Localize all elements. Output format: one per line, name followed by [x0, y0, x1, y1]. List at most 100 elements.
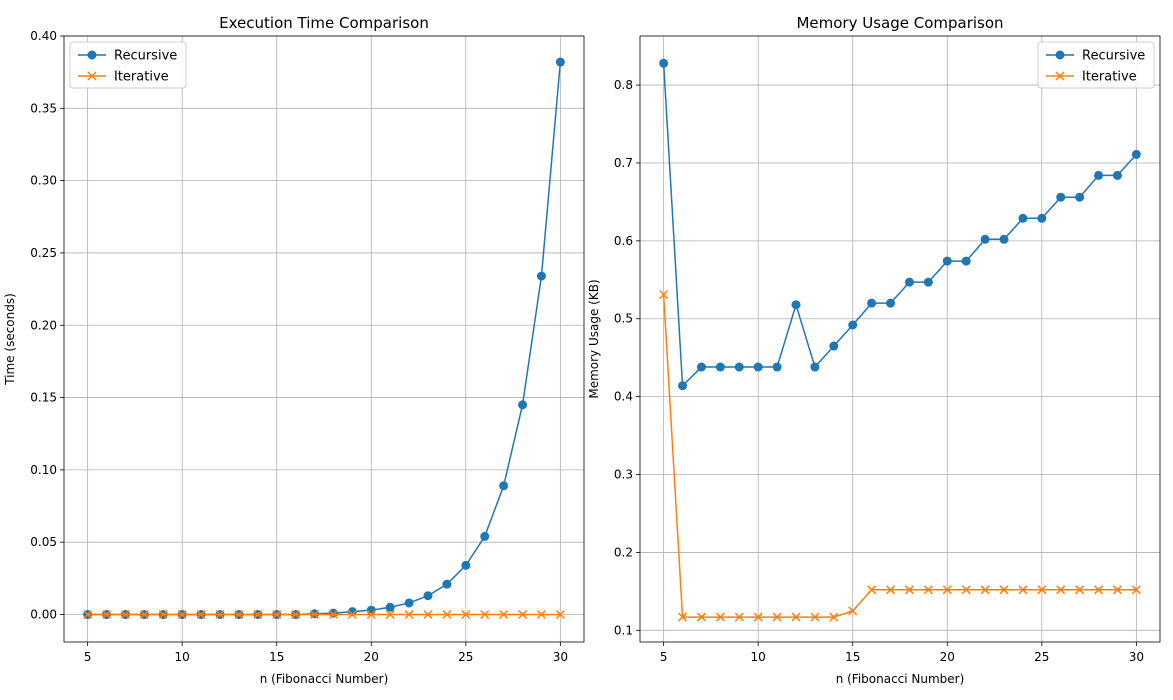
data-point-stroke-b [999, 585, 1009, 595]
data-point [480, 609, 490, 620]
data-point [404, 609, 414, 620]
data-point-stroke-b [328, 609, 338, 620]
data-point-stroke-b [366, 609, 376, 620]
x-axis-label: n (Fibonacci Number) [836, 672, 965, 686]
data-point [829, 341, 839, 351]
data-point-stroke-b [234, 609, 244, 620]
data-point [404, 598, 414, 608]
y-axis-label: Time (seconds) [3, 293, 17, 386]
data-point [753, 612, 763, 622]
data-point-stroke-b [120, 609, 130, 620]
data-point [442, 609, 452, 620]
y-tick-label: 0.25 [30, 246, 57, 260]
data-point [961, 585, 971, 595]
data-point [753, 362, 763, 372]
data-point [961, 256, 971, 266]
axes-frame [63, 35, 585, 643]
data-point [1112, 585, 1122, 595]
data-point-stroke-b [272, 609, 282, 620]
legend-entry: Iterative [78, 70, 169, 85]
data-point [942, 256, 952, 266]
data-point [1094, 585, 1104, 595]
data-point-stroke-b [404, 609, 414, 620]
data-point-stroke-b [772, 612, 782, 622]
data-point-stroke-b [1018, 585, 1028, 595]
x-tick-label: 25 [458, 650, 473, 664]
y-tick-label: 0.2 [614, 545, 633, 559]
y-tick-label: 0.5 [614, 312, 633, 326]
data-point [696, 612, 706, 622]
data-point-stroke-b [1112, 585, 1122, 595]
grid [640, 36, 1160, 642]
data-point-stroke-b [1056, 585, 1066, 595]
legend-marker-stroke-b [87, 71, 97, 81]
data-point [848, 320, 858, 330]
data-point-stroke-b [942, 585, 952, 595]
data-point [734, 362, 744, 372]
data-point [120, 609, 130, 620]
data-point-stroke-b [385, 609, 395, 620]
legend: Recursive Iterative [69, 41, 187, 89]
y-tick-label: 0.4 [614, 390, 633, 404]
data-point-stroke-b [678, 612, 688, 622]
x-tick-label: 20 [940, 650, 955, 664]
data-point [980, 585, 990, 595]
data-point [1131, 585, 1141, 595]
data-point-stroke-b [886, 585, 896, 595]
data-point [1037, 585, 1047, 595]
legend-marker [87, 71, 97, 81]
data-point [442, 579, 452, 589]
data-point [999, 234, 1009, 244]
data-point [791, 300, 801, 310]
series-recursive [659, 58, 1141, 391]
legend: Recursive Iterative [1037, 41, 1155, 89]
data-point [1056, 192, 1066, 202]
data-point [328, 609, 338, 620]
data-point-stroke-b [291, 609, 301, 620]
data-point [923, 277, 933, 287]
data-point [678, 381, 688, 391]
legend-marker [1055, 71, 1065, 81]
x-tick-label: 5 [84, 650, 92, 664]
data-point-stroke-b [518, 609, 528, 620]
y-tick-label: 0.6 [614, 234, 633, 248]
data-point-stroke-b [1094, 585, 1104, 595]
data-point-stroke-b [980, 585, 990, 595]
chart-1: 5 10 15 20 25 30 0.00 0.05 0.10 0.15 0.20 0.25 0.30 0… [3, 14, 585, 686]
series-line [662, 294, 1137, 618]
y-axis-label: Memory Usage (KB) [587, 279, 601, 398]
data-point-stroke-b [253, 609, 263, 620]
data-point [196, 609, 206, 620]
data-point-stroke-b [1131, 585, 1141, 595]
data-point [829, 612, 839, 622]
data-point [158, 609, 168, 620]
data-point [772, 362, 782, 372]
data-point [1075, 585, 1085, 595]
legend-marker [87, 50, 97, 60]
data-point [904, 585, 914, 595]
data-point [942, 585, 952, 595]
legend-entry: Iterative [1046, 70, 1137, 85]
data-point [1075, 192, 1085, 202]
legend-label: Recursive [114, 49, 177, 64]
data-point-stroke-b [734, 612, 744, 622]
data-point [810, 612, 820, 622]
x-tick-label: 15 [269, 650, 284, 664]
data-point [518, 400, 528, 410]
data-point-stroke-b [158, 609, 168, 620]
data-point [461, 609, 471, 620]
data-point [810, 362, 820, 372]
y-tick-label: 0.8 [614, 78, 633, 92]
data-point-stroke-b [480, 609, 490, 620]
data-point [1094, 170, 1104, 180]
chart-title: Execution Time Comparison [219, 14, 429, 32]
data-point-stroke-b [810, 612, 820, 622]
series-line [87, 61, 562, 616]
data-point [518, 609, 528, 620]
data-point [1112, 170, 1122, 180]
data-point [536, 271, 546, 281]
data-point [423, 609, 433, 620]
data-point [678, 612, 688, 622]
data-point [385, 602, 395, 612]
